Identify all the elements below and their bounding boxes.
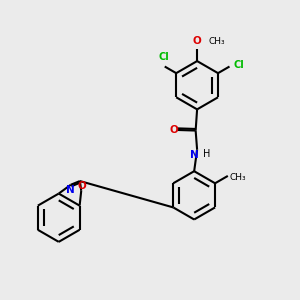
Text: N: N	[190, 150, 199, 160]
Text: N: N	[66, 185, 75, 195]
Text: H: H	[203, 149, 210, 159]
Text: O: O	[169, 125, 178, 135]
Text: Cl: Cl	[233, 60, 244, 70]
Text: Cl: Cl	[159, 52, 170, 61]
Text: CH₃: CH₃	[229, 173, 246, 182]
Text: O: O	[77, 182, 86, 191]
Text: O: O	[193, 36, 202, 46]
Text: CH₃: CH₃	[208, 37, 225, 46]
